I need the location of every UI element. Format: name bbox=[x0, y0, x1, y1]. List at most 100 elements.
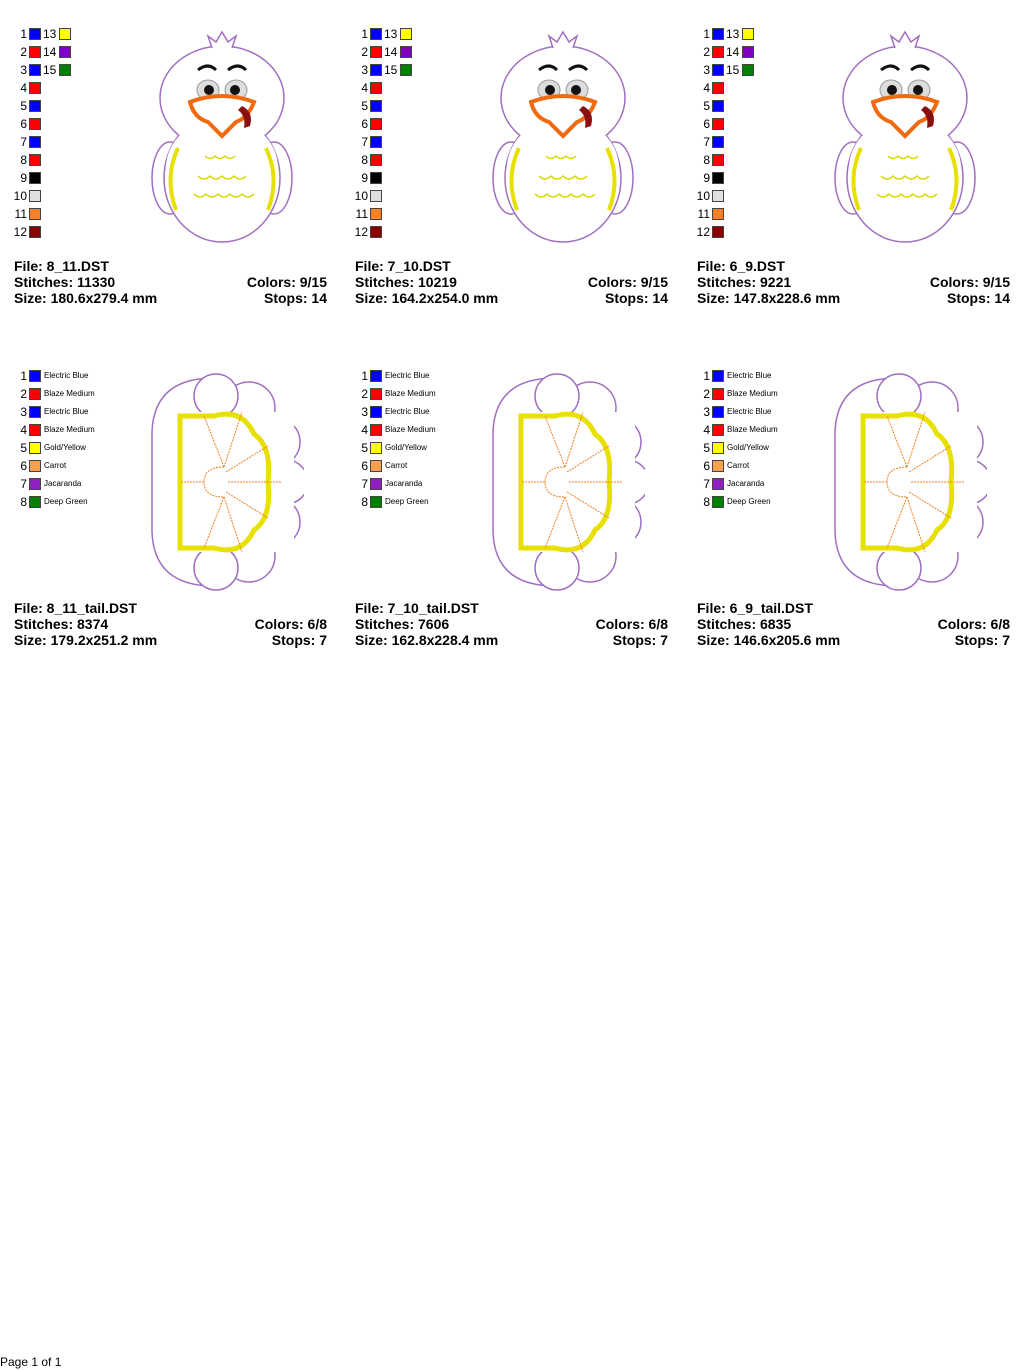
color-number: 1 bbox=[20, 27, 27, 41]
color-swatch bbox=[712, 172, 724, 184]
color-swatch bbox=[370, 442, 382, 454]
color-number: 5 bbox=[703, 441, 710, 455]
color-number: 1 bbox=[361, 369, 368, 383]
color-number: 13 bbox=[384, 27, 398, 41]
color-swatch bbox=[400, 64, 412, 76]
color-number: 1 bbox=[20, 369, 27, 383]
colors: Colors: 6/8 bbox=[937, 616, 1010, 632]
color-number: 12 bbox=[696, 225, 710, 239]
color-swatch bbox=[29, 424, 41, 436]
color-number: 2 bbox=[361, 387, 368, 401]
stops: Stops: 7 bbox=[271, 632, 327, 648]
color-swatch bbox=[742, 46, 754, 58]
color-swatch bbox=[712, 208, 724, 220]
colors: Colors: 6/8 bbox=[595, 616, 668, 632]
color-number: 11 bbox=[355, 207, 368, 221]
color-swatch bbox=[712, 82, 724, 94]
color-number: 1 bbox=[361, 27, 368, 41]
color-swatch bbox=[370, 496, 382, 508]
color-number: 7 bbox=[20, 135, 27, 149]
turkey-design bbox=[151, 30, 293, 243]
turkey-design bbox=[834, 30, 976, 243]
stops: Stops: 7 bbox=[612, 632, 668, 648]
color-number: 7 bbox=[703, 477, 710, 491]
color-swatch bbox=[400, 46, 412, 58]
size: Size: 180.6x279.4 mm bbox=[14, 290, 158, 306]
file-name: File: 8_11.DST bbox=[14, 258, 109, 274]
colors: Colors: 9/15 bbox=[929, 274, 1010, 290]
color-swatch bbox=[712, 154, 724, 166]
color-number: 10 bbox=[13, 189, 27, 203]
color-swatch bbox=[370, 172, 382, 184]
color-number: 9 bbox=[703, 171, 710, 185]
color-number: 5 bbox=[361, 441, 368, 455]
color-swatch bbox=[29, 478, 41, 490]
color-name: Blaze Medium bbox=[727, 425, 778, 434]
stops: Stops: 14 bbox=[946, 290, 1010, 306]
color-swatch bbox=[370, 136, 382, 148]
color-swatch bbox=[59, 46, 71, 58]
color-number: 6 bbox=[20, 117, 27, 131]
color-name: Jacaranda bbox=[385, 479, 423, 488]
color-name: Gold/Yellow bbox=[727, 443, 769, 452]
color-number: 12 bbox=[354, 225, 368, 239]
color-number: 7 bbox=[361, 477, 368, 491]
color-swatch bbox=[742, 64, 754, 76]
color-swatch bbox=[712, 64, 724, 76]
color-name: Electric Blue bbox=[385, 371, 430, 380]
color-swatch bbox=[400, 28, 412, 40]
color-swatch bbox=[370, 406, 382, 418]
color-number: 3 bbox=[361, 405, 368, 419]
color-number: 14 bbox=[726, 45, 740, 59]
color-swatch bbox=[742, 28, 754, 40]
color-swatch bbox=[370, 100, 382, 112]
color-number: 4 bbox=[703, 423, 710, 437]
color-swatch bbox=[29, 172, 41, 184]
color-number: 8 bbox=[703, 495, 710, 509]
stitches: Stitches: 7606 bbox=[355, 616, 450, 632]
size: Size: 162.8x228.4 mm bbox=[355, 632, 499, 648]
color-swatch bbox=[712, 190, 724, 202]
color-number: 1 bbox=[703, 27, 710, 41]
color-number: 15 bbox=[43, 63, 57, 77]
color-swatch bbox=[370, 388, 382, 400]
color-swatch bbox=[59, 28, 71, 40]
color-swatch bbox=[712, 46, 724, 58]
color-swatch bbox=[29, 226, 41, 238]
color-number: 13 bbox=[43, 27, 57, 41]
color-number: 9 bbox=[20, 171, 27, 185]
color-swatch bbox=[29, 208, 41, 220]
color-swatch bbox=[29, 46, 41, 58]
colors: Colors: 9/15 bbox=[587, 274, 668, 290]
color-name: Gold/Yellow bbox=[44, 443, 86, 452]
color-number: 5 bbox=[361, 99, 368, 113]
stops: Stops: 14 bbox=[604, 290, 668, 306]
color-swatch bbox=[712, 226, 724, 238]
size: Size: 179.2x251.2 mm bbox=[14, 632, 158, 648]
color-swatch bbox=[29, 64, 41, 76]
tail-design bbox=[492, 373, 645, 591]
color-swatch bbox=[29, 406, 41, 418]
color-swatch bbox=[712, 406, 724, 418]
color-number: 10 bbox=[354, 189, 368, 203]
color-number: 6 bbox=[361, 459, 368, 473]
color-name: Electric Blue bbox=[44, 371, 89, 380]
color-swatch bbox=[29, 370, 41, 382]
file-name: File: 6_9.DST bbox=[697, 258, 785, 274]
color-name: Gold/Yellow bbox=[385, 443, 427, 452]
turkey-design bbox=[492, 30, 634, 243]
color-swatch bbox=[370, 460, 382, 472]
color-number: 8 bbox=[361, 495, 368, 509]
color-number: 6 bbox=[703, 459, 710, 473]
color-name: Jacaranda bbox=[727, 479, 765, 488]
color-swatch bbox=[712, 424, 724, 436]
color-swatch bbox=[370, 28, 382, 40]
color-number: 7 bbox=[703, 135, 710, 149]
color-number: 7 bbox=[361, 135, 368, 149]
color-name: Deep Green bbox=[385, 497, 429, 506]
color-number: 9 bbox=[361, 171, 368, 185]
color-swatch bbox=[712, 118, 724, 130]
color-number: 8 bbox=[20, 495, 27, 509]
file-name: File: 8_11_tail.DST bbox=[14, 600, 137, 616]
color-number: 14 bbox=[43, 45, 57, 59]
